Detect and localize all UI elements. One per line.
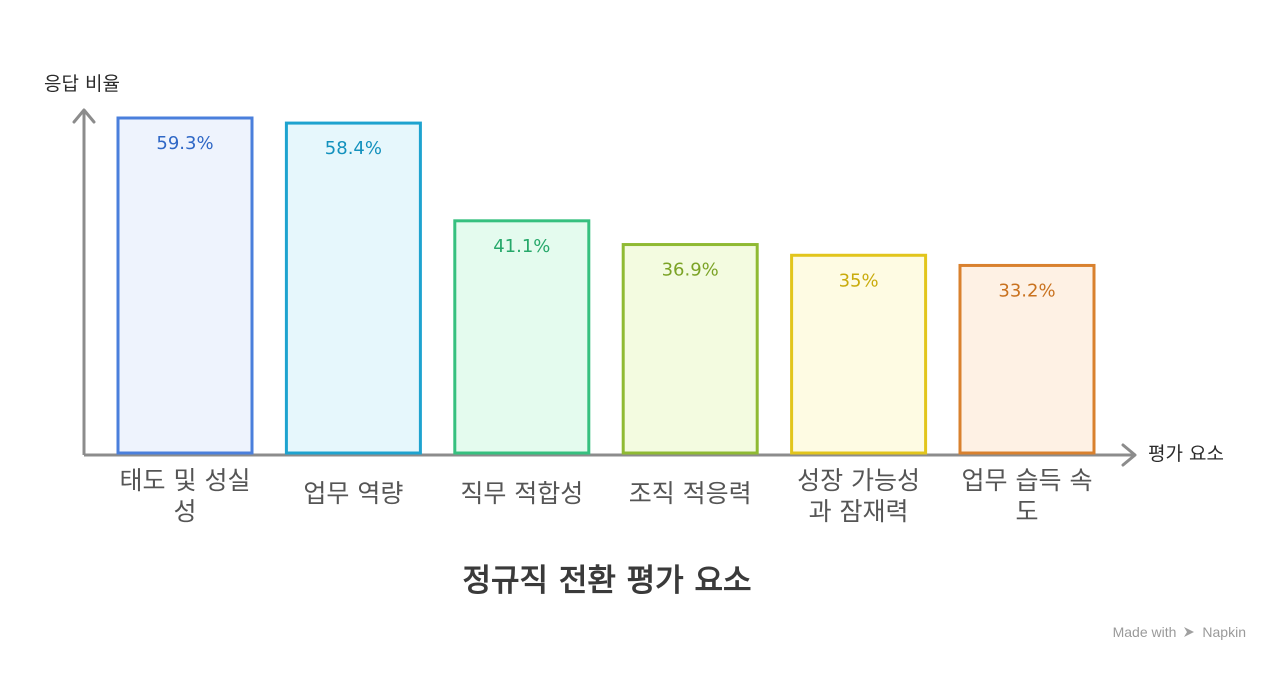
bar-value-label-2: 58.4%: [325, 138, 382, 159]
bar-3: [453, 219, 591, 455]
category-label-2: 업무 역량: [303, 479, 403, 508]
category-label-5-line-1: 성장 가능성: [797, 466, 920, 495]
bar-value-label-5: 35%: [839, 270, 879, 291]
napkin-brand: Napkin: [1202, 624, 1246, 640]
bar-6: [958, 263, 1096, 455]
bar-2: [284, 121, 422, 455]
bar-series: 59.3% 58.4% 41.1% 36.9% 35% 33.2%: [116, 116, 1096, 455]
made-with-label: Made with: [1112, 624, 1177, 640]
category-label-3: 직무 적합성: [460, 479, 583, 508]
chart-title: 정규직 전환 평가 요소: [462, 563, 751, 599]
bar-5: [790, 253, 928, 455]
bar-1: [116, 116, 254, 455]
y-axis-arrow-icon: [72, 108, 96, 124]
napkin-logo-icon: [1184, 627, 1195, 637]
bar-4: [621, 243, 759, 455]
bar-value-label-3: 41.1%: [493, 236, 550, 257]
category-label-1-line-1: 태도 및 성실: [120, 466, 251, 495]
category-label-6-line-2: 도: [1015, 497, 1038, 526]
bar-value-label-4: 36.9%: [662, 260, 719, 281]
x-axis-label: 평가 요소: [1148, 443, 1224, 465]
bar-value-label-6: 33.2%: [998, 280, 1055, 301]
y-axis-label: 응답 비율: [44, 73, 120, 95]
category-label-1-line-2: 성: [173, 497, 196, 526]
category-label-4: 조직 적응력: [629, 479, 752, 508]
chart-axes: 응답 비율 평가 요소: [44, 73, 1224, 467]
bar-value-label-1: 59.3%: [156, 133, 213, 154]
made-with-napkin: Made with Napkin: [1113, 624, 1246, 640]
category-label-6-line-1: 업무 습득 속: [962, 466, 1093, 495]
category-label-5-line-2: 과 잠재력: [809, 497, 909, 526]
x-axis-arrow-icon: [1121, 443, 1137, 467]
